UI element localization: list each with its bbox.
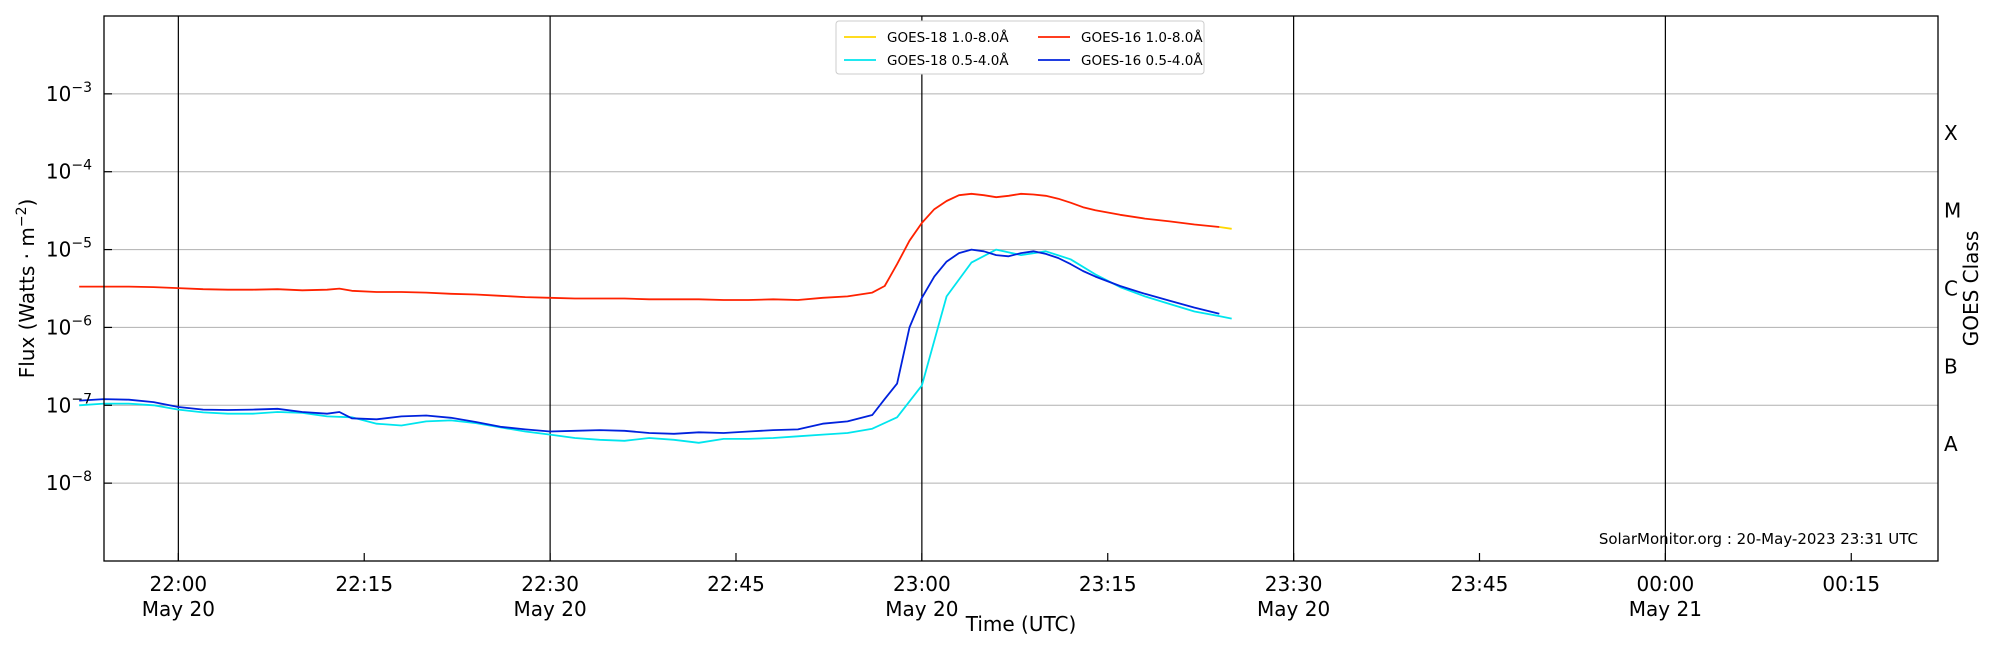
legend-box bbox=[835, 20, 1205, 75]
legend: GOES-18 1.0-8.0Å GOES-18 0.5-4.0Å GOES-16 … bbox=[835, 20, 1205, 75]
x-tick-date-label: May 20 bbox=[142, 597, 215, 621]
x-tick-date-label: May 21 bbox=[1629, 597, 1702, 621]
y-tick-exponent: −3 bbox=[71, 80, 92, 96]
goes-class-x-label: X bbox=[1944, 121, 1958, 145]
series-line-goes-16-0-5-4-0- bbox=[79, 248, 1220, 435]
credit-text: SolarMonitor.org : 20-May-2023 23:31 UTC bbox=[1599, 530, 1918, 548]
x-tick-time-label: 23:30 bbox=[1265, 572, 1323, 596]
legend-entry-label: GOES-16 0.5-4.0Å bbox=[1081, 52, 1203, 69]
x-tick-time-label: 22:45 bbox=[707, 572, 765, 596]
series-line-goes-18-1-0-8-0- bbox=[1219, 226, 1232, 230]
x-tick-date-label: May 20 bbox=[514, 597, 587, 621]
series-layer bbox=[79, 192, 1232, 444]
goes-class-axis-label: GOES Class bbox=[1959, 231, 1983, 347]
goes-class-m-label: M bbox=[1944, 199, 1961, 223]
y-tick-base: 10 bbox=[46, 393, 71, 417]
x-axis-label: Time (UTC) bbox=[965, 612, 1077, 636]
legend-entry-label: GOES-18 1.0-8.0Å bbox=[887, 29, 1009, 46]
vertical-date-lines bbox=[177, 16, 1666, 561]
grid-layer bbox=[104, 93, 1938, 484]
goes-class-a-label: A bbox=[1944, 432, 1958, 456]
y-axis-ticks: 10−310−410−510−610−710−8 bbox=[46, 80, 112, 495]
x-tick-time-label: 22:15 bbox=[335, 572, 393, 596]
goes-class-c-label: C bbox=[1944, 277, 1958, 301]
series-line-goes-18-0-5-4-0- bbox=[79, 248, 1232, 444]
y-tick-exponent: −7 bbox=[71, 391, 92, 407]
y-tick-exponent: −5 bbox=[71, 236, 92, 252]
plot-frame bbox=[103, 15, 1939, 562]
x-tick-time-label: 23:15 bbox=[1079, 572, 1137, 596]
x-tick-time-label: 23:00 bbox=[893, 572, 951, 596]
x-tick-time-label: 00:00 bbox=[1637, 572, 1695, 596]
y-tick-base: 10 bbox=[46, 160, 71, 184]
y-axis-label-main: Flux (Watts · m bbox=[15, 227, 39, 378]
y-tick-label: 10−6 bbox=[46, 313, 92, 339]
y-axis-label: Flux (Watts · m−2) bbox=[14, 199, 39, 379]
legend-entry-label: GOES-16 1.0-8.0Å bbox=[1081, 29, 1203, 46]
y-tick-label: 10−8 bbox=[46, 469, 92, 495]
x-tick-time-label: 00:15 bbox=[1822, 572, 1880, 596]
y-tick-exponent: −6 bbox=[71, 313, 92, 329]
x-tick-time-label: 22:00 bbox=[150, 572, 208, 596]
goes-class-labels: X M C B A bbox=[1944, 121, 1961, 456]
x-tick-date-label: May 20 bbox=[1257, 597, 1330, 621]
y-tick-base: 10 bbox=[46, 238, 71, 262]
x-tick-date-label: May 20 bbox=[885, 597, 958, 621]
x-tick-time-label: 23:45 bbox=[1451, 572, 1509, 596]
y-tick-base: 10 bbox=[46, 82, 71, 106]
goes-class-b-label: B bbox=[1944, 354, 1958, 378]
legend-entry-label: GOES-18 0.5-4.0Å bbox=[887, 52, 1009, 69]
y-tick-base: 10 bbox=[46, 471, 71, 495]
y-tick-label: 10−4 bbox=[46, 158, 92, 184]
y-tick-exponent: −4 bbox=[71, 158, 92, 174]
y-axis-label-exponent: −2 bbox=[14, 207, 30, 228]
series-line-goes-16-1-0-8-0- bbox=[79, 192, 1220, 301]
y-tick-label: 10−7 bbox=[46, 391, 92, 417]
y-tick-label: 10−5 bbox=[46, 236, 92, 262]
y-axis-label-close: ) bbox=[15, 199, 39, 207]
x-tick-time-label: 22:30 bbox=[521, 572, 579, 596]
y-tick-base: 10 bbox=[46, 315, 71, 339]
y-tick-label: 10−3 bbox=[46, 80, 92, 106]
y-tick-exponent: −8 bbox=[71, 469, 92, 485]
